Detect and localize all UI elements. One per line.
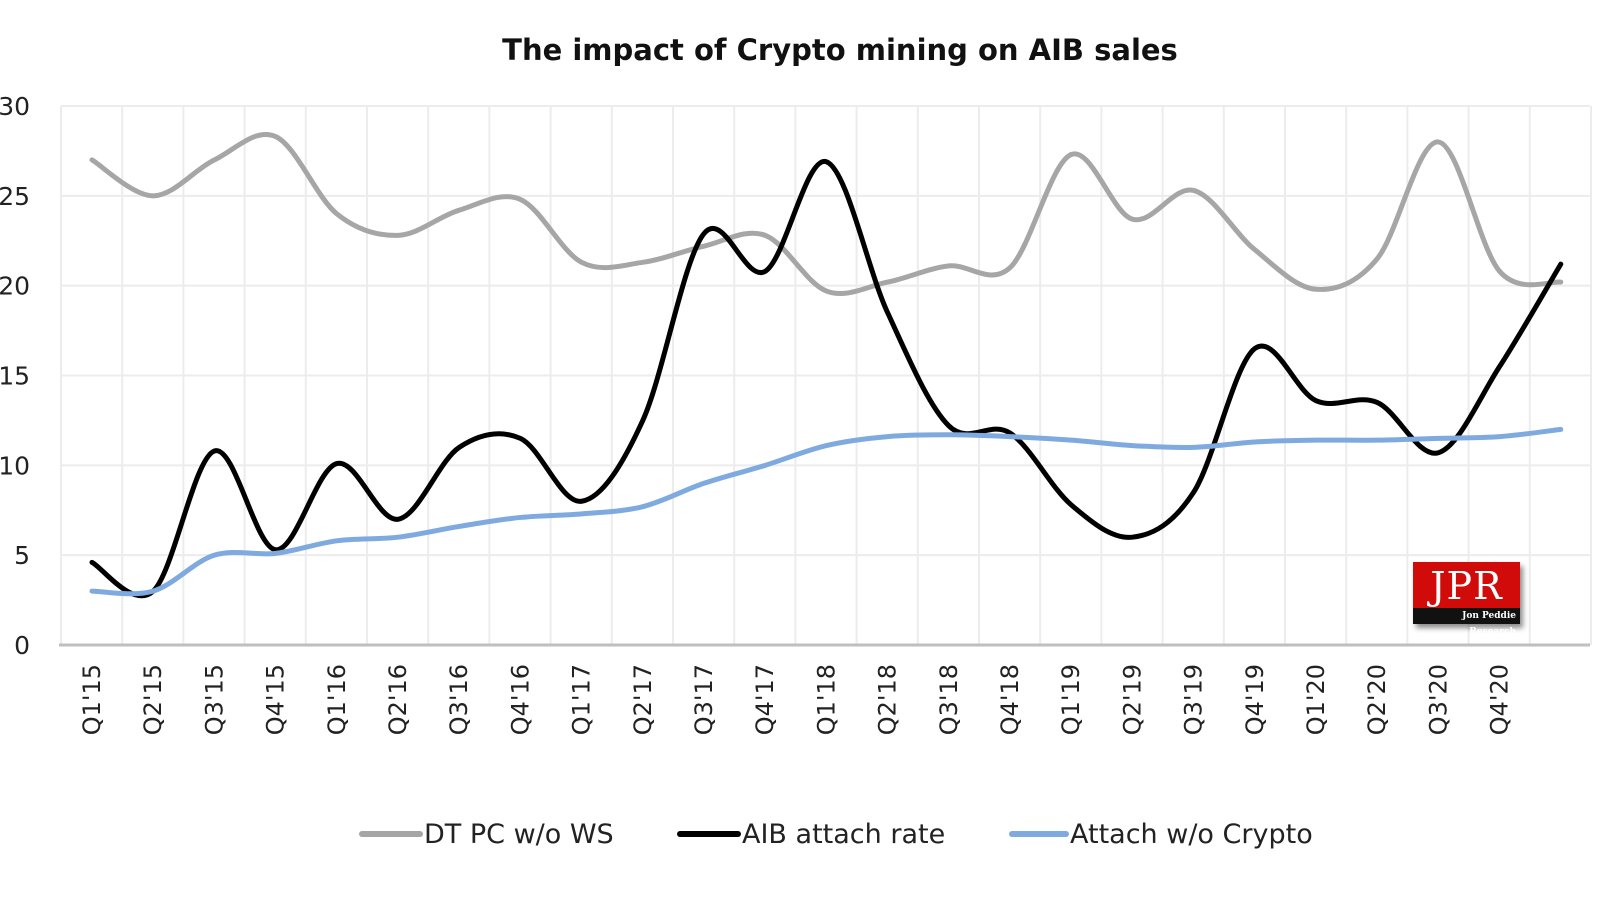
series-line-dt-pc-w-o-ws	[89, 132, 1564, 297]
x-tick-label: Q3'17	[690, 664, 718, 735]
legend-label: DT PC w/o WS	[424, 819, 614, 850]
y-tick-label: 15	[0, 362, 30, 391]
y-tick-label: 5	[14, 541, 30, 570]
legend-label: Attach w/o Crypto	[1070, 819, 1313, 850]
y-tick-label: 10	[0, 451, 30, 480]
x-tick-label: Q2'19	[1118, 664, 1146, 735]
jpr-logo-text: JPR	[1413, 562, 1520, 608]
x-tick-label: Q2'18	[874, 664, 902, 735]
x-tick-label: Q4'15	[262, 664, 290, 735]
legend-label: AIB attach rate	[742, 819, 945, 850]
legend-item-attach-w-o-crypto: Attach w/o Crypto	[1009, 819, 1313, 850]
y-tick-label: 30	[0, 92, 30, 121]
x-tick-label: Q4'16	[506, 664, 534, 735]
x-axis-ticks: Q1'15 Q2'15 Q3'15 Q4'15 Q1'16 Q2'16 Q3'16 Q4'16…	[78, 664, 1514, 735]
x-tick-label: Q3'16	[445, 664, 473, 735]
chart-title: The impact of Crypto mining on AIB sales	[502, 33, 1178, 67]
x-tick-label: Q2'16	[384, 664, 412, 735]
x-tick-label: Q4'19	[1241, 664, 1269, 735]
x-tick-label: Q2'17	[629, 664, 657, 735]
series-line-attach-w-o-crypto	[89, 426, 1564, 597]
x-tick-label: Q1'17	[568, 664, 596, 735]
x-tick-label: Q1'19	[1057, 664, 1085, 735]
x-tick-label: Q3'20	[1424, 664, 1452, 735]
x-tick-label: Q1'20	[1302, 664, 1330, 735]
x-tick-label: Q4'20	[1486, 664, 1514, 735]
x-tick-label: Q1'18	[812, 664, 840, 735]
jpr-logo: JPR Jon Peddie Research	[1413, 562, 1520, 637]
x-tick-label: Q3'15	[200, 664, 228, 735]
x-tick-label: Q3'19	[1180, 664, 1208, 735]
y-tick-label: 20	[0, 272, 30, 301]
x-tick-label: Q4'17	[751, 664, 779, 735]
gridlines	[59, 105, 1592, 647]
y-tick-label: 25	[0, 182, 30, 211]
y-axis-ticks: 0 5 10 15 20 25 30	[0, 92, 30, 660]
x-tick-label: Q4'18	[996, 664, 1024, 735]
series-line-aib-attach-rate	[89, 159, 1564, 599]
x-tick-label: Q1'15	[78, 664, 106, 735]
legend: DT PC w/o WS AIB attach rate Attach w/o Cr…	[359, 819, 1313, 850]
x-tick-label: Q3'18	[935, 664, 963, 735]
series-lines	[89, 132, 1564, 599]
x-tick-label: Q2'15	[139, 664, 167, 735]
jpr-logo-subtitle: Jon Peddie Research	[1413, 608, 1520, 637]
legend-item-dt-pc-w-o-ws: DT PC w/o WS	[359, 819, 614, 850]
y-tick-label: 0	[14, 631, 30, 660]
x-tick-label: Q1'16	[323, 664, 351, 735]
legend-item-aib-attach-rate: AIB attach rate	[677, 819, 945, 850]
x-tick-label: Q2'20	[1363, 664, 1391, 735]
